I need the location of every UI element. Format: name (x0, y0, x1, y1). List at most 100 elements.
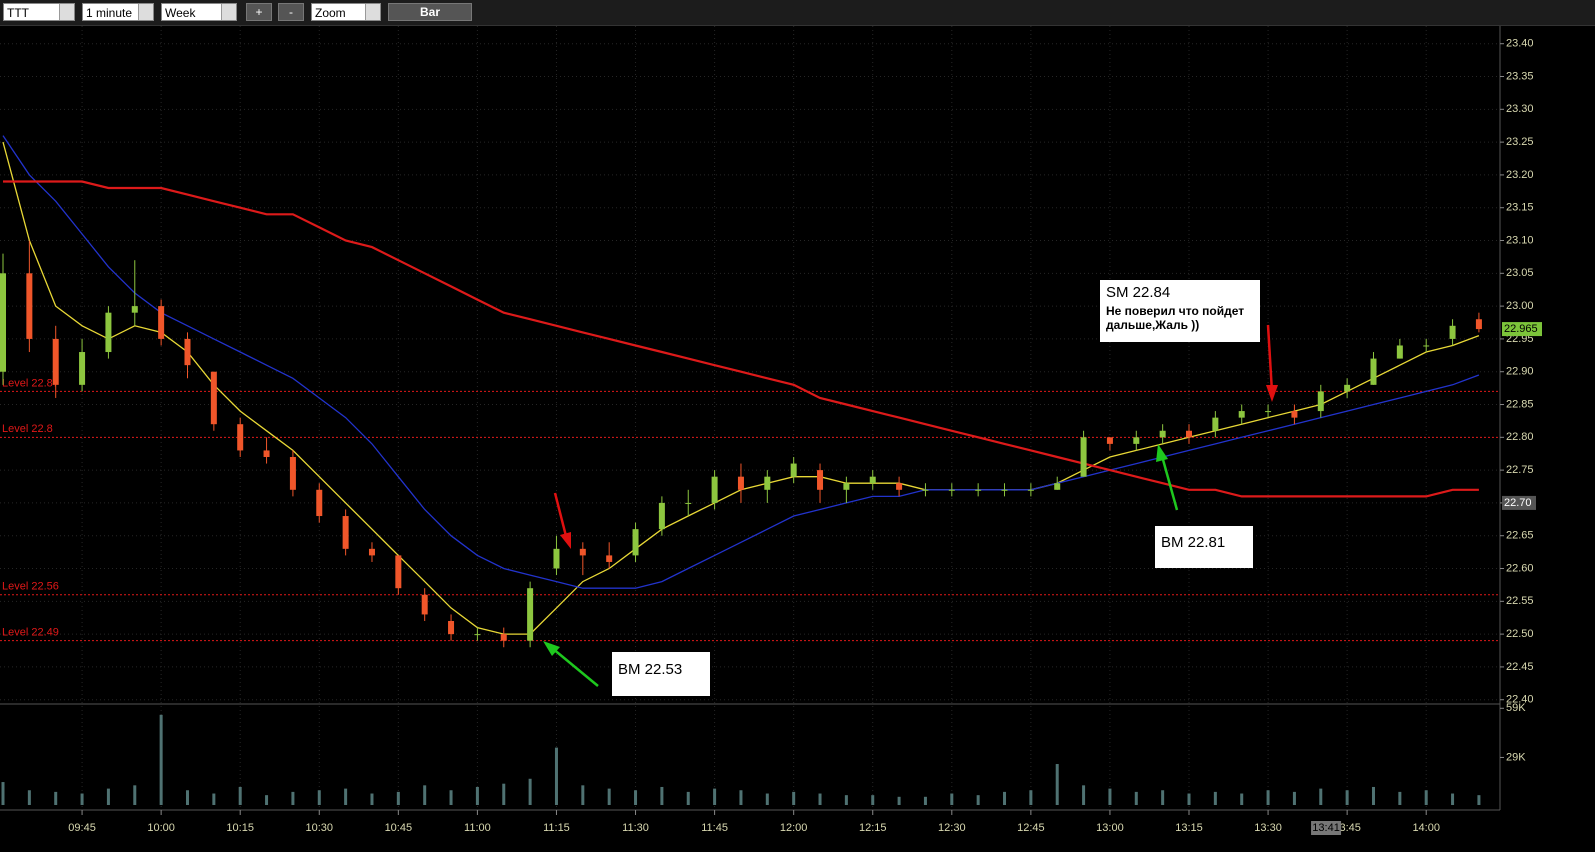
y-tick-label: 22.75 (1506, 464, 1534, 476)
cursor-time-box (1311, 821, 1342, 835)
candle-body (474, 634, 481, 636)
volume-bar (1213, 791, 1217, 805)
volume-bar (1161, 790, 1165, 805)
candle-body (869, 476, 876, 484)
y-tick-label: 22.45 (1506, 661, 1534, 673)
interval-select[interactable]: 1 minute (82, 3, 154, 21)
volume-bar (1266, 790, 1270, 805)
candle-body (553, 548, 560, 569)
arrow (1160, 455, 1179, 511)
x-tick-label: 10:00 (147, 822, 175, 834)
candle-body (685, 502, 692, 504)
plot-background (0, 26, 1500, 836)
x-tick-label: 12:00 (780, 822, 808, 834)
x-tick-label: 10:15 (226, 822, 254, 834)
volume-bar (1003, 791, 1007, 805)
x-tick-label: 10:30 (306, 822, 334, 834)
zoom-select[interactable]: Zoom (311, 3, 381, 21)
candle-body (1291, 411, 1298, 418)
volume-bar (976, 795, 980, 805)
candle-body (0, 273, 6, 372)
candle-body (368, 548, 375, 556)
candle-body (896, 483, 903, 490)
style-button[interactable]: Bar (388, 3, 472, 21)
candle-body (184, 338, 191, 366)
arrow (553, 492, 569, 541)
y-tick-label: 22.60 (1506, 562, 1534, 574)
candle-body (1133, 437, 1140, 444)
volume-bar (1451, 793, 1455, 805)
y-tick-label: 23.40 (1506, 38, 1534, 50)
x-tick-label: 13:30 (1254, 822, 1282, 834)
y-tick-label: 23.35 (1506, 70, 1534, 82)
volume-bar (291, 791, 295, 805)
candle-body (579, 548, 586, 556)
volume-bar (54, 791, 58, 805)
annotation: BM 22.53 (612, 652, 710, 696)
candle-body (1475, 319, 1482, 330)
candle-body (1396, 345, 1403, 359)
candle-body (975, 489, 982, 491)
volume-bar (159, 714, 163, 805)
zoom-out-button[interactable]: - (278, 3, 304, 21)
candle-body (764, 476, 771, 490)
x-tick-label: 13:00 (1096, 822, 1124, 834)
volume-bar (554, 747, 558, 805)
x-tick-label: 14:00 (1412, 822, 1440, 834)
x-tick-label: 12:30 (938, 822, 966, 834)
candle-body (105, 312, 112, 353)
y-tick-label: 22.65 (1506, 530, 1534, 542)
y-tick-label: 23.00 (1506, 300, 1534, 312)
candle-body (737, 476, 744, 490)
annotation-label: SM 22.84 (1106, 284, 1171, 301)
volume-bar (1082, 785, 1086, 805)
y-tick-label: 23.05 (1506, 267, 1534, 279)
candle-body (342, 516, 349, 549)
level-label: Level 22.8 (2, 423, 53, 435)
candle-body (1186, 430, 1193, 438)
volume-bar (739, 790, 743, 805)
volume-bar (133, 785, 137, 805)
volume-tick-label: 59K (1506, 702, 1526, 714)
candle-body (26, 273, 33, 339)
candle-body (1449, 325, 1456, 339)
last-price-tag (1502, 322, 1542, 337)
candle-body (1265, 411, 1272, 413)
x-tick-label: 11:00 (464, 822, 491, 834)
volume-bar (686, 791, 690, 805)
volume-bar (792, 791, 796, 805)
range-select[interactable]: Week (161, 3, 237, 21)
y-tick-label: 22.80 (1506, 431, 1534, 443)
symbol-select[interactable]: TTT (3, 3, 75, 21)
candle-body (1054, 483, 1061, 490)
x-tick-label: 10:45 (385, 822, 413, 834)
zoom-in-button[interactable]: + (246, 3, 272, 21)
volume-bar (950, 793, 954, 805)
candle-body (632, 529, 639, 556)
annotation: BM 22.81 (1155, 526, 1253, 568)
volume-bar (1292, 791, 1296, 805)
annotation: SM 22.84 Не поверил что пойдет дальше,Жа… (1100, 280, 1260, 342)
arrow-head (1156, 444, 1168, 462)
x-tick-label: 11:15 (543, 822, 570, 834)
level-label: Level 22.56 (2, 581, 59, 593)
candle-body (448, 620, 455, 635)
toolbar: TTT 1 minute Week + - Zoom Bar (0, 0, 1595, 26)
volume-bar (502, 783, 506, 805)
y-tick-label: 23.25 (1506, 136, 1534, 148)
volume-bar (27, 790, 31, 805)
volume-bar (818, 793, 822, 805)
volume-bar (1424, 790, 1428, 805)
moving-average (2, 135, 1480, 589)
candle-body (1317, 391, 1324, 412)
volume-bar (1055, 764, 1059, 805)
volume-bar (396, 791, 400, 805)
candle-body (421, 594, 428, 615)
volume-bar (1029, 790, 1033, 805)
candle-body (1001, 489, 1008, 491)
volume-bar (370, 793, 374, 805)
candle-body (1423, 345, 1430, 347)
candle-body (1106, 437, 1113, 444)
